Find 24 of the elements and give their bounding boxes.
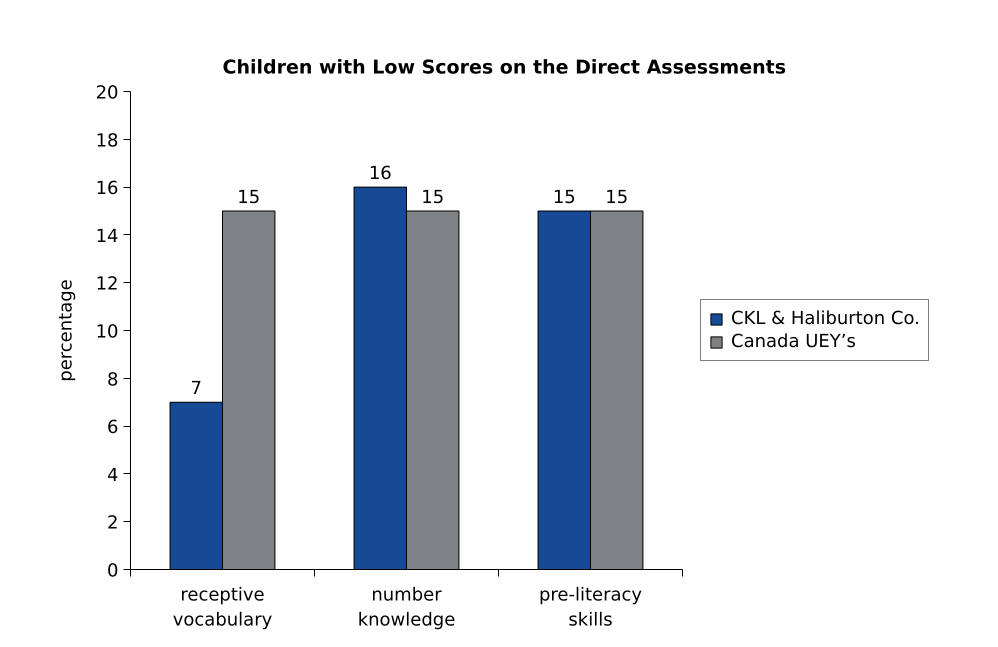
data-label: 16: [368, 163, 392, 184]
y-tick-label: 20: [96, 82, 118, 104]
y-axis-title: percentage: [56, 279, 77, 382]
chart-title: Children with Low Scores on the Direct Assessments: [222, 56, 786, 78]
y-tick-label: 16: [96, 178, 118, 200]
legend-label: Canada UEY’s: [731, 331, 856, 352]
y-tick-label: 8: [107, 369, 118, 390]
data-label: 7: [190, 378, 202, 400]
y-tick-label: 6: [107, 417, 118, 438]
y-tick-label: 12: [96, 274, 118, 295]
legend-label: CKL & Haliburton Co.: [731, 308, 920, 329]
data-label: 15: [237, 187, 260, 208]
y-tick-label: 2: [107, 512, 118, 534]
data-label: 15: [552, 187, 576, 208]
data-label: 15: [605, 187, 628, 208]
x-tick-label: pre-literacy skills: [538, 584, 642, 631]
y-tick-label: 10: [96, 322, 118, 342]
y-tick-label: 18: [96, 130, 118, 152]
data-label: 15: [421, 187, 444, 208]
x-tick-label: receptive vocabulary: [172, 584, 273, 631]
y-tick-label: 14: [96, 226, 118, 247]
x-tick-label: number knowledge: [358, 584, 456, 631]
y-tick-label: 4: [107, 464, 118, 486]
y-tick-label: 0: [107, 560, 118, 582]
